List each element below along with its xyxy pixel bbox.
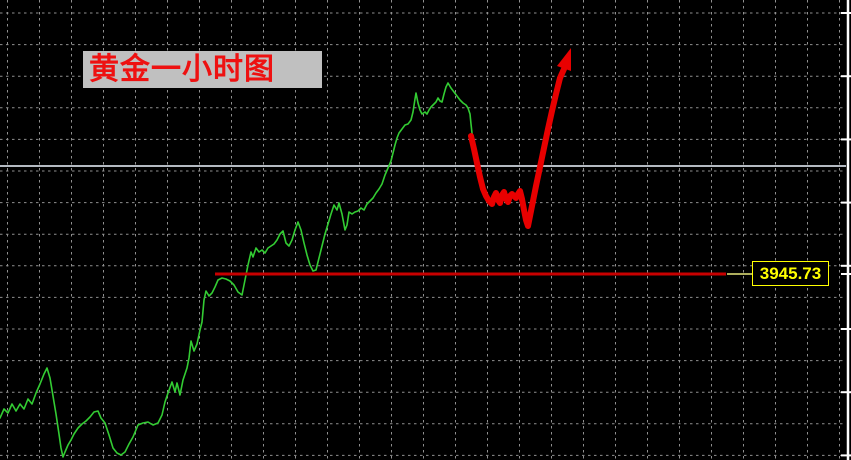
forecast-arrow-path[interactable]	[468, 66, 567, 229]
price-level-tag[interactable]: 3945.73	[752, 261, 829, 286]
price-level-value: 3945.73	[759, 263, 822, 283]
price-series-line	[0, 82, 474, 458]
chart-title-text: 黄金一小时图	[89, 53, 275, 86]
forecast-arrow-head	[557, 48, 571, 71]
chart-title-annotation[interactable]: 黄金一小时图	[83, 51, 322, 88]
